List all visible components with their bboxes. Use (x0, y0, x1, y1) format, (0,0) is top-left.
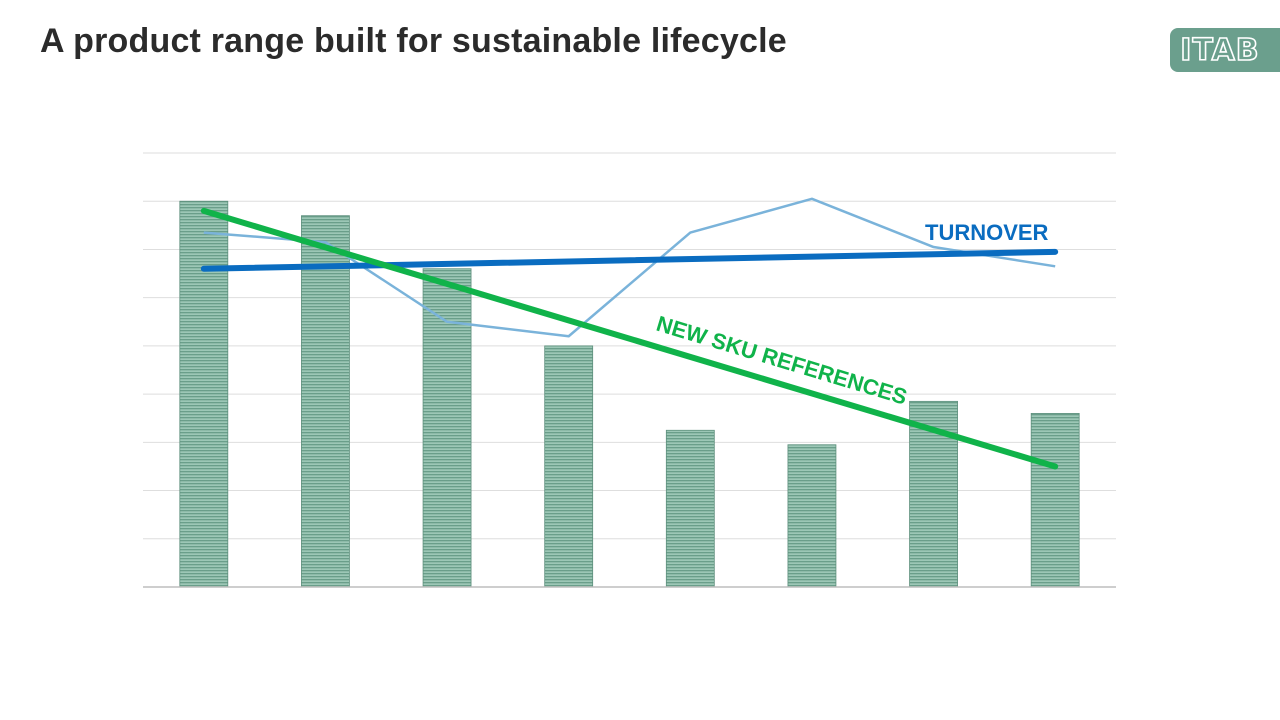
bar-8 (1030, 412, 1080, 588)
bar-3 (422, 268, 472, 588)
bar-5 (665, 429, 715, 588)
bar-2 (301, 215, 350, 588)
logo-text: ITAB (1179, 32, 1260, 69)
gridlines (143, 152, 1116, 540)
line-series (200, 197, 1059, 470)
bar-1 (179, 200, 229, 588)
itab-logo: ITAB (1170, 28, 1280, 72)
bar-6 (787, 444, 837, 588)
bar-4 (544, 345, 594, 588)
turnover-label: TURNOVER (925, 220, 1049, 245)
bar-series (179, 200, 1080, 588)
sku-trend-line (200, 207, 1059, 470)
page-title: A product range built for sustainable li… (40, 22, 787, 60)
turnover-trend-line (200, 248, 1059, 272)
